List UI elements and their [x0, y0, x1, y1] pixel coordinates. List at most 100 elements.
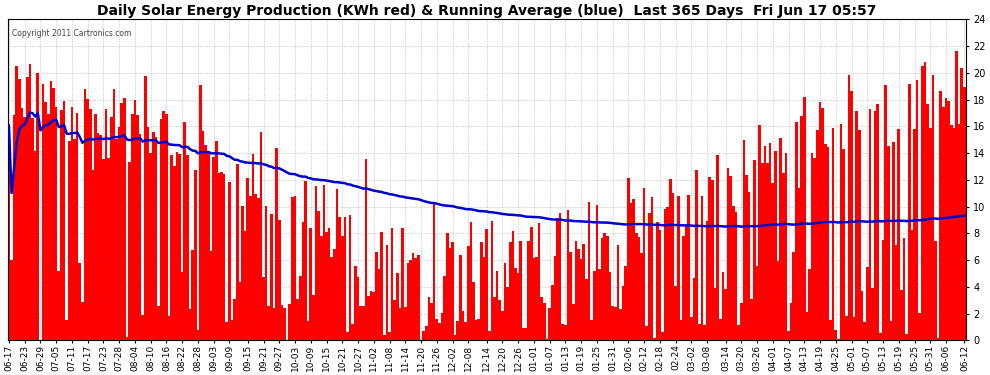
Bar — [840, 124, 842, 340]
Bar — [687, 195, 690, 340]
Bar — [641, 253, 643, 340]
Bar — [62, 101, 65, 340]
Bar — [393, 300, 396, 340]
Bar — [590, 320, 593, 340]
Bar — [346, 332, 348, 340]
Bar — [682, 236, 685, 340]
Bar — [895, 245, 898, 340]
Bar — [339, 217, 341, 340]
Bar — [491, 221, 493, 340]
Bar — [717, 154, 719, 340]
Bar — [887, 146, 890, 340]
Bar — [126, 337, 129, 340]
Bar — [609, 272, 612, 340]
Bar — [275, 148, 278, 340]
Bar — [725, 289, 727, 340]
Bar — [955, 51, 957, 340]
Bar — [159, 119, 162, 340]
Bar — [333, 249, 336, 340]
Bar — [441, 313, 444, 340]
Bar — [604, 232, 606, 340]
Bar — [121, 103, 123, 340]
Bar — [927, 104, 929, 340]
Bar — [874, 111, 876, 340]
Bar — [205, 145, 207, 340]
Bar — [882, 240, 884, 340]
Bar — [231, 320, 234, 340]
Bar — [601, 238, 604, 340]
Bar — [272, 308, 275, 340]
Bar — [842, 148, 844, 340]
Bar — [758, 126, 761, 340]
Bar — [399, 308, 401, 340]
Bar — [892, 142, 895, 340]
Bar — [431, 303, 433, 340]
Bar — [645, 326, 648, 340]
Bar — [747, 192, 750, 340]
Bar — [755, 266, 758, 340]
Bar — [220, 172, 223, 340]
Bar — [84, 89, 86, 340]
Bar — [341, 236, 344, 340]
Bar — [709, 177, 711, 340]
Bar — [259, 132, 262, 340]
Bar — [433, 203, 436, 340]
Bar — [606, 236, 609, 340]
Bar — [409, 260, 412, 340]
Bar — [782, 172, 785, 340]
Bar — [16, 66, 18, 341]
Bar — [451, 242, 453, 340]
Bar — [213, 158, 215, 340]
Bar — [304, 180, 307, 340]
Bar — [824, 144, 827, 340]
Bar — [191, 251, 194, 340]
Bar — [26, 77, 29, 340]
Bar — [483, 257, 485, 340]
Bar — [202, 131, 205, 340]
Bar — [215, 141, 218, 340]
Bar — [464, 322, 467, 340]
Bar — [860, 291, 863, 340]
Bar — [223, 174, 226, 340]
Bar — [630, 203, 633, 340]
Bar — [719, 319, 722, 340]
Bar — [942, 107, 944, 340]
Bar — [42, 84, 45, 340]
Bar — [52, 88, 54, 340]
Bar — [142, 315, 145, 340]
Bar — [73, 139, 76, 340]
Bar — [564, 325, 566, 340]
Bar — [871, 288, 874, 340]
Bar — [940, 91, 942, 340]
Bar — [194, 170, 197, 340]
Bar — [228, 182, 231, 340]
Bar — [189, 309, 191, 340]
Bar — [234, 298, 236, 340]
Bar — [658, 230, 661, 340]
Bar — [331, 257, 333, 340]
Bar — [779, 138, 782, 340]
Bar — [935, 242, 937, 340]
Bar — [29, 64, 32, 340]
Bar — [34, 151, 37, 340]
Bar — [493, 297, 496, 340]
Bar — [218, 173, 220, 340]
Bar — [423, 331, 425, 340]
Bar — [249, 196, 251, 340]
Title: Daily Solar Energy Production (KWh red) & Running Average (blue)  Last 365 Days : Daily Solar Energy Production (KWh red) … — [97, 4, 876, 18]
Bar — [677, 196, 679, 340]
Bar — [525, 328, 528, 340]
Bar — [134, 100, 137, 340]
Bar — [827, 147, 830, 340]
Bar — [635, 233, 638, 340]
Bar — [499, 300, 501, 340]
Bar — [541, 297, 544, 340]
Bar — [806, 312, 808, 340]
Bar — [884, 85, 887, 340]
Bar — [544, 303, 545, 340]
Bar — [226, 321, 228, 340]
Bar — [533, 258, 536, 340]
Bar — [960, 68, 963, 340]
Bar — [735, 211, 738, 340]
Bar — [356, 277, 359, 340]
